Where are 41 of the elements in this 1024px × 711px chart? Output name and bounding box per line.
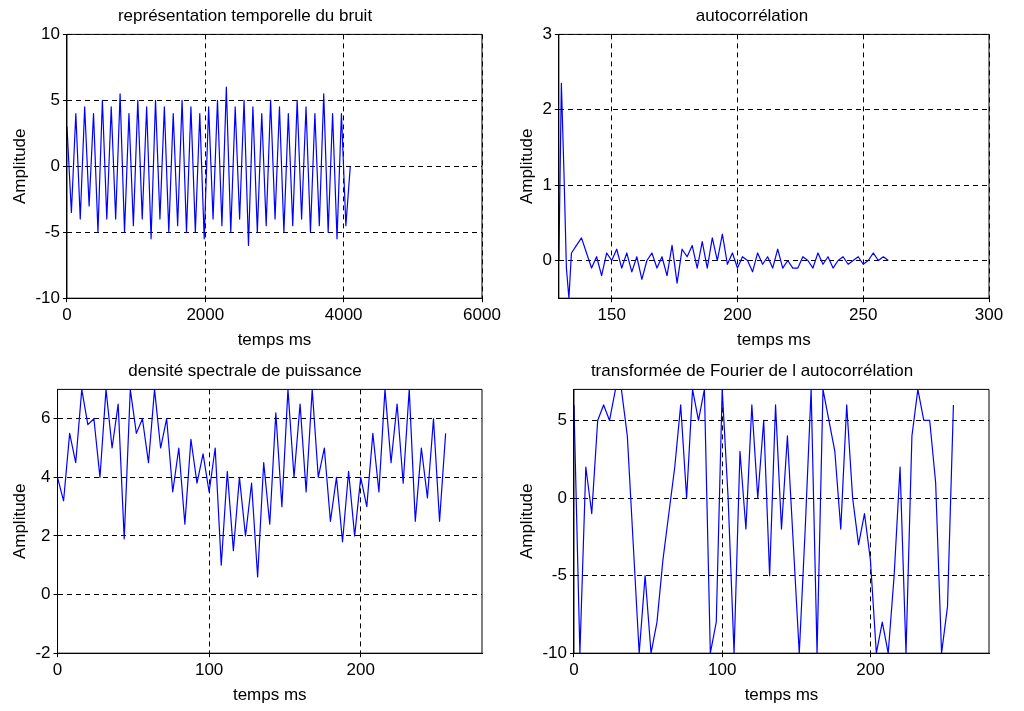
y-tick-label: -5 [44,221,60,241]
x-tick-label: 250 [849,305,878,325]
y-tick-label: 0 [41,584,51,604]
y-tick-label: 6 [41,408,51,428]
y-tick-label: 2 [542,99,552,119]
y-tick-label: 0 [557,487,567,507]
y-axis-title: Amplitude [516,483,536,560]
y-tick-label: 2 [41,525,51,545]
x-tick-label: 150 [597,305,626,325]
y-tick-label: -10 [35,287,60,307]
x-tick-label: 200 [723,305,752,325]
x-axis-title: temps ms [737,330,811,350]
y-tick-label: -10 [542,642,567,662]
x-tick-label: 2000 [186,305,225,325]
x-axis-title: temps ms [232,685,307,705]
chart-title: transformée de Fourier de l autocorrélation [590,360,914,380]
x-axis-title: temps ms [744,685,819,705]
y-tick-label: 10 [41,24,60,44]
chart-title: représentation temporelle du bruit [117,5,373,25]
x-tick-label: 100 [708,660,737,680]
y-tick-label: 4 [41,467,51,487]
y-axis-title: Amplitude [9,128,29,205]
y-tick-label: 0 [542,250,552,270]
x-tick-label: 300 [974,305,1004,325]
x-tick-label: 100 [194,660,224,680]
chart-title: densité spectrale de puissance [128,360,362,380]
y-tick-label: -5 [551,565,567,585]
y-tick-label: 5 [557,410,567,430]
x-tick-label: 4000 [324,305,363,325]
x-tick-label: 200 [346,660,375,680]
y-tick-label: 3 [542,24,552,44]
y-tick-label: 5 [50,90,60,110]
x-tick-label: 200 [856,660,885,680]
x-axis-title: temps ms [237,330,312,350]
y-tick-label: 1 [542,174,552,194]
chart-title: autocorrélation [695,5,809,25]
y-axis-title: Amplitude [516,128,536,205]
x-tick-label: 6000 [463,305,501,325]
y-tick-label: -2 [35,642,51,662]
y-axis-title: Amplitude [9,483,29,560]
y-tick-label: 0 [50,155,60,175]
